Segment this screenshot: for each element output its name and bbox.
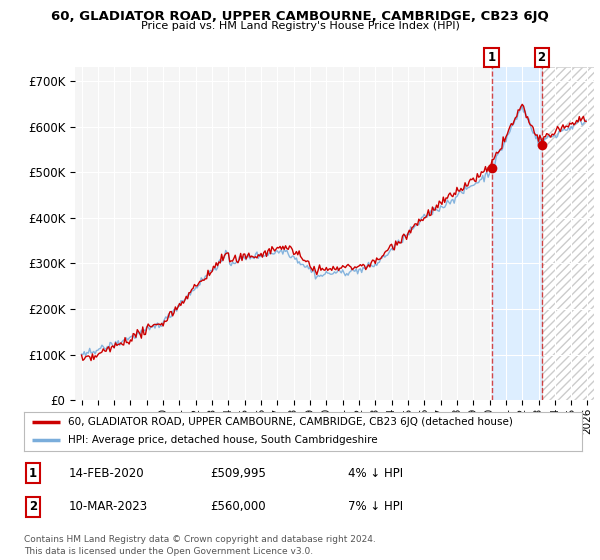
Text: 2: 2 [538, 51, 545, 64]
Text: 1: 1 [487, 51, 496, 64]
Text: 4% ↓ HPI: 4% ↓ HPI [348, 466, 403, 480]
Text: 2: 2 [29, 500, 37, 514]
Text: 10-MAR-2023: 10-MAR-2023 [69, 500, 148, 514]
Bar [491, 67, 542, 400]
Text: 1: 1 [29, 466, 37, 480]
Text: HPI: Average price, detached house, South Cambridgeshire: HPI: Average price, detached house, Sout… [68, 435, 377, 445]
Text: 7% ↓ HPI: 7% ↓ HPI [348, 500, 403, 514]
Text: £509,995: £509,995 [210, 466, 266, 480]
Text: Contains HM Land Registry data © Crown copyright and database right 2024.
This d: Contains HM Land Registry data © Crown c… [24, 535, 376, 556]
Bar [542, 67, 594, 400]
Text: 60, GLADIATOR ROAD, UPPER CAMBOURNE, CAMBRIDGE, CB23 6JQ (detached house): 60, GLADIATOR ROAD, UPPER CAMBOURNE, CAM… [68, 417, 512, 427]
Text: Price paid vs. HM Land Registry's House Price Index (HPI): Price paid vs. HM Land Registry's House … [140, 21, 460, 31]
Text: 14-FEB-2020: 14-FEB-2020 [69, 466, 145, 480]
Bar [542, 67, 594, 400]
Text: £560,000: £560,000 [210, 500, 266, 514]
Text: 60, GLADIATOR ROAD, UPPER CAMBOURNE, CAMBRIDGE, CB23 6JQ: 60, GLADIATOR ROAD, UPPER CAMBOURNE, CAM… [51, 10, 549, 23]
